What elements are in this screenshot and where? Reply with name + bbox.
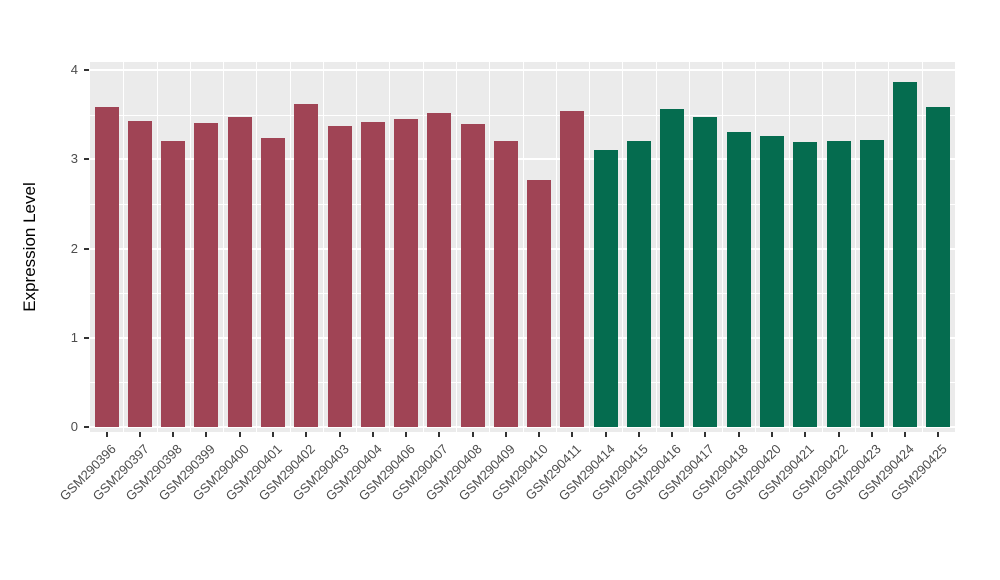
y-tick-mark (84, 247, 89, 250)
y-tick-mark (84, 426, 89, 428)
bar (94, 106, 119, 427)
x-tick-mark (671, 432, 674, 437)
vertical-gridline (755, 62, 757, 432)
y-tick-mark (84, 69, 89, 71)
vertical-gridline (455, 62, 457, 432)
bar (427, 112, 452, 427)
bar (793, 142, 818, 427)
bar (327, 126, 352, 427)
vertical-gridline (289, 62, 291, 432)
vertical-gridline (722, 62, 724, 432)
y-tick-label: 3 (70, 151, 78, 167)
x-tick-mark (837, 432, 840, 437)
bar (527, 179, 552, 427)
bar (726, 131, 751, 427)
bar (760, 136, 785, 427)
x-tick-mark (804, 432, 807, 437)
x-tick-mark (904, 432, 907, 437)
x-tick-mark (504, 432, 507, 437)
y-tick-mark (84, 336, 89, 339)
vertical-gridline (855, 62, 857, 432)
vertical-gridline (156, 62, 158, 432)
y-tick-label: 4 (70, 62, 78, 77)
x-tick-mark (870, 432, 873, 437)
x-tick-mark (305, 432, 308, 437)
bar (260, 137, 285, 427)
x-tick-mark (205, 432, 208, 437)
x-tick-mark (538, 432, 541, 437)
y-tick-mark (84, 158, 89, 161)
x-tick-mark (438, 432, 441, 437)
bar (626, 141, 651, 427)
vertical-gridline (622, 62, 624, 432)
vertical-gridline (356, 62, 358, 432)
y-tick-label: 0 (70, 419, 78, 434)
vertical-gridline (489, 62, 491, 432)
bar (593, 150, 618, 427)
y-tick-label: 2 (70, 240, 78, 256)
vertical-gridline (888, 62, 890, 432)
vertical-gridline (688, 62, 690, 432)
bar (493, 141, 518, 427)
x-tick-mark (937, 432, 940, 437)
vertical-gridline (821, 62, 823, 432)
bar (660, 109, 685, 427)
vertical-gridline (389, 62, 391, 432)
bar (693, 117, 718, 427)
vertical-gridline (322, 62, 324, 432)
bar (826, 141, 851, 427)
bar (227, 117, 252, 427)
x-tick-mark (105, 432, 108, 437)
y-axis-title: Expression Level (20, 182, 39, 312)
bar (294, 103, 319, 427)
vertical-gridline (589, 62, 591, 432)
x-tick-mark (637, 432, 640, 437)
x-tick-mark (371, 432, 374, 437)
x-tick-mark (405, 432, 408, 437)
bar (560, 111, 585, 427)
vertical-gridline (189, 62, 191, 432)
vertical-gridline (223, 62, 225, 432)
vertical-gridline (522, 62, 524, 432)
x-tick-mark (737, 432, 740, 437)
x-tick-mark (338, 432, 341, 437)
vertical-gridline (256, 62, 258, 432)
x-tick-mark (471, 432, 474, 437)
x-tick-mark (704, 432, 707, 437)
vertical-gridline (655, 62, 657, 432)
x-tick-mark (571, 432, 574, 437)
bar (194, 122, 219, 427)
bar (127, 120, 152, 427)
bar (926, 106, 951, 427)
bar (460, 123, 485, 427)
x-tick-mark (238, 432, 241, 437)
x-tick-mark (604, 432, 607, 437)
bar (394, 119, 419, 427)
vertical-gridline (788, 62, 790, 432)
vertical-gridline (555, 62, 557, 432)
bar (360, 121, 385, 427)
bar (161, 141, 186, 427)
x-tick-mark (271, 432, 274, 437)
vertical-gridline (422, 62, 424, 432)
vertical-gridline (123, 62, 125, 432)
bar (893, 81, 918, 427)
bar (859, 139, 884, 427)
vertical-gridline (921, 62, 923, 432)
x-tick-mark (138, 432, 141, 437)
x-tick-mark (172, 432, 175, 437)
plot-area (90, 62, 955, 432)
x-tick-mark (771, 432, 774, 437)
y-tick-label: 1 (70, 329, 78, 345)
